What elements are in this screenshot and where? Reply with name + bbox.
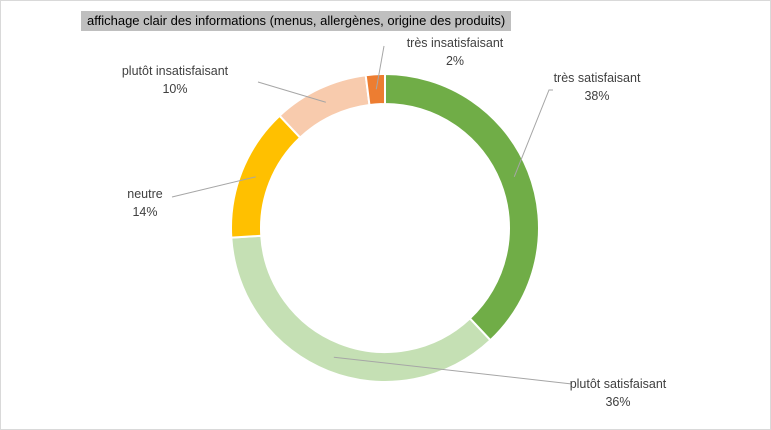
chart-title: affichage clair des informations (menus,… (81, 11, 512, 31)
leader-line-plutot-satisfaisant (333, 356, 573, 385)
leader-line-plutot-insatisfaisant (257, 81, 326, 103)
slice-label-tres-satisfaisant: très satisfaisant (554, 71, 641, 85)
slice-value-tres-satisfaisant: 38% (584, 89, 609, 103)
slice-label-tres-insatisfaisant: très insatisfaisant (407, 36, 504, 50)
slice-label-neutre: neutre (127, 187, 162, 201)
leader-line-neutre (171, 176, 256, 198)
leader-line-tres-insatisfaisant (375, 45, 385, 90)
slice-value-neutre: 14% (132, 205, 157, 219)
slice-label-plutot-satisfaisant: plutôt satisfaisant (570, 377, 667, 391)
slice-value-tres-insatisfaisant: 2% (446, 54, 464, 68)
slice-value-plutot-insatisfaisant: 10% (162, 82, 187, 96)
slice-tres-satisfaisant (384, 72, 540, 342)
slice-neutre (230, 114, 302, 239)
slice-tres-insatisfaisant (364, 72, 386, 107)
slice-label-plutot-insatisfaisant: plutôt insatisfaisant (122, 64, 229, 78)
slice-value-plutot-satisfaisant: 36% (605, 395, 630, 409)
leader-line-tres-satisfaisant (513, 89, 553, 178)
slice-plutot-insatisfaisant (278, 74, 371, 140)
